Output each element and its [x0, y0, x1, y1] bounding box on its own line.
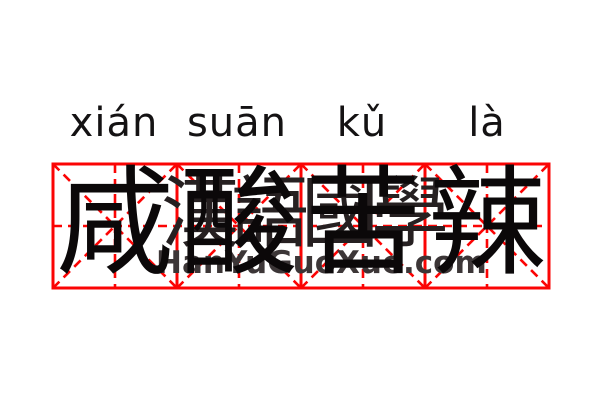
pinyin-syllable-4: là: [468, 100, 506, 146]
pinyin-syllable-1: xián: [69, 100, 159, 146]
hanzi-character-3: 苦: [303, 159, 422, 290]
watermark-url-text: HanYuGuoXue.com: [156, 245, 487, 281]
grid-lines: [51, 162, 551, 290]
mizige-grid: [51, 162, 551, 290]
hanzi-character-1: 咸: [55, 159, 174, 290]
hanzi-character-2: 酸: [179, 159, 298, 290]
watermark-cjk-text: 漢語國學: [161, 170, 449, 257]
pinyin-syllable-2: suān: [186, 100, 288, 146]
pinyin-syllable-3: kǔ: [336, 100, 388, 146]
hanzi-character-4: 辣: [427, 159, 546, 290]
